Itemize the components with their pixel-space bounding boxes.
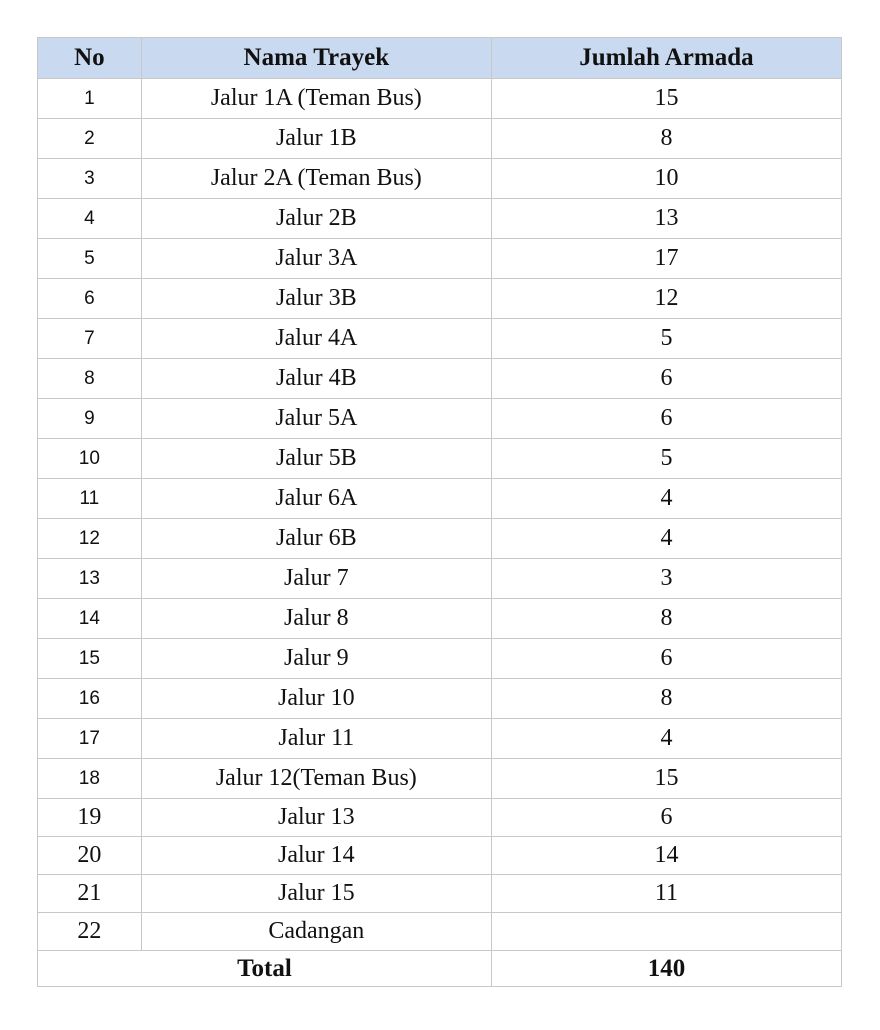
header-no: No xyxy=(37,37,142,79)
row-name: Jalur 7 xyxy=(140,558,492,599)
table-row: 9 Jalur 5A 6 xyxy=(37,398,843,439)
row-no: 12 xyxy=(37,518,142,559)
row-count: 6 xyxy=(490,358,843,399)
table-row: 8 Jalur 4B 6 xyxy=(37,358,843,399)
table-row: 11 Jalur 6A 4 xyxy=(37,478,843,519)
row-count: 13 xyxy=(490,198,843,239)
row-no: 7 xyxy=(37,318,142,359)
row-count: 6 xyxy=(490,638,843,679)
row-no: 20 xyxy=(37,836,142,875)
table-row: 5 Jalur 3A 17 xyxy=(37,238,843,279)
row-no: 13 xyxy=(37,558,142,599)
row-count: 17 xyxy=(490,238,843,279)
row-count: 12 xyxy=(490,278,843,319)
row-no: 14 xyxy=(37,598,142,639)
row-count: 10 xyxy=(490,158,843,199)
total-row: Total 140 xyxy=(37,950,843,987)
row-no: 15 xyxy=(37,638,142,679)
table-row: 21 Jalur 15 11 xyxy=(37,874,843,913)
table-row: 1 Jalur 1A (Teman Bus) 15 xyxy=(37,78,843,119)
row-no: 8 xyxy=(37,358,142,399)
row-no: 19 xyxy=(37,798,142,837)
table-row: 7 Jalur 4A 5 xyxy=(37,318,843,359)
table-row: 22 Cadangan xyxy=(37,912,843,951)
total-label: Total xyxy=(37,950,492,987)
row-count: 15 xyxy=(490,78,843,119)
header-name: Nama Trayek xyxy=(140,37,492,79)
row-no: 21 xyxy=(37,874,142,913)
row-name: Jalur 6B xyxy=(140,518,492,559)
table-row: 19 Jalur 13 6 xyxy=(37,798,843,837)
row-no: 16 xyxy=(37,678,142,719)
row-name: Jalur 2A (Teman Bus) xyxy=(140,158,492,199)
row-name: Jalur 8 xyxy=(140,598,492,639)
row-count: 5 xyxy=(490,318,843,359)
row-count: 3 xyxy=(490,558,843,599)
row-name: Jalur 4A xyxy=(140,318,492,359)
row-count: 6 xyxy=(490,398,843,439)
row-name: Jalur 11 xyxy=(140,718,492,759)
row-name: Jalur 15 xyxy=(140,874,492,913)
row-count: 5 xyxy=(490,438,843,479)
table-row: 16 Jalur 10 8 xyxy=(37,678,843,719)
row-count: 4 xyxy=(490,718,843,759)
row-name: Jalur 6A xyxy=(140,478,492,519)
row-no: 10 xyxy=(37,438,142,479)
row-name: Jalur 5B xyxy=(140,438,492,479)
row-name: Jalur 1B xyxy=(140,118,492,159)
row-name: Jalur 13 xyxy=(140,798,492,837)
table-row: 4 Jalur 2B 13 xyxy=(37,198,843,239)
row-name: Jalur 2B xyxy=(140,198,492,239)
row-name: Jalur 10 xyxy=(140,678,492,719)
row-no: 3 xyxy=(37,158,142,199)
table-row: 6 Jalur 3B 12 xyxy=(37,278,843,319)
row-name: Jalur 3B xyxy=(140,278,492,319)
table-row: 2 Jalur 1B 8 xyxy=(37,118,843,159)
row-count: 4 xyxy=(490,478,843,519)
row-name: Cadangan xyxy=(140,912,492,951)
row-count: 6 xyxy=(490,798,843,837)
row-no: 6 xyxy=(37,278,142,319)
row-name: Jalur 3A xyxy=(140,238,492,279)
table-row: 10 Jalur 5B 5 xyxy=(37,438,843,479)
row-no: 11 xyxy=(37,478,142,519)
row-name: Jalur 14 xyxy=(140,836,492,875)
row-count: 8 xyxy=(490,118,843,159)
row-no: 9 xyxy=(37,398,142,439)
row-name: Jalur 5A xyxy=(140,398,492,439)
row-name: Jalur 1A (Teman Bus) xyxy=(140,78,492,119)
row-count xyxy=(490,912,843,951)
row-name: Jalur 4B xyxy=(140,358,492,399)
table-row: 17 Jalur 11 4 xyxy=(37,718,843,759)
row-count: 8 xyxy=(490,678,843,719)
table-row: 18 Jalur 12(Teman Bus) 15 xyxy=(37,758,843,799)
row-name: Jalur 12(Teman Bus) xyxy=(140,758,492,799)
row-no: 17 xyxy=(37,718,142,759)
table-row: 3 Jalur 2A (Teman Bus) 10 xyxy=(37,158,843,199)
row-count: 15 xyxy=(490,758,843,799)
row-count: 11 xyxy=(490,874,843,913)
row-name: Jalur 9 xyxy=(140,638,492,679)
row-count: 14 xyxy=(490,836,843,875)
row-no: 22 xyxy=(37,912,142,951)
header-count: Jumlah Armada xyxy=(490,37,843,79)
row-count: 8 xyxy=(490,598,843,639)
total-value: 140 xyxy=(490,950,843,987)
row-no: 4 xyxy=(37,198,142,239)
row-no: 5 xyxy=(37,238,142,279)
row-no: 1 xyxy=(37,78,142,119)
row-no: 2 xyxy=(37,118,142,159)
fleet-table: No Nama Trayek Jumlah Armada 1 Jalur 1A (… xyxy=(37,37,843,987)
table-row: 12 Jalur 6B 4 xyxy=(37,518,843,559)
header-row: No Nama Trayek Jumlah Armada xyxy=(37,37,843,79)
row-no: 18 xyxy=(37,758,142,799)
table-row: 20 Jalur 14 14 xyxy=(37,836,843,875)
row-count: 4 xyxy=(490,518,843,559)
